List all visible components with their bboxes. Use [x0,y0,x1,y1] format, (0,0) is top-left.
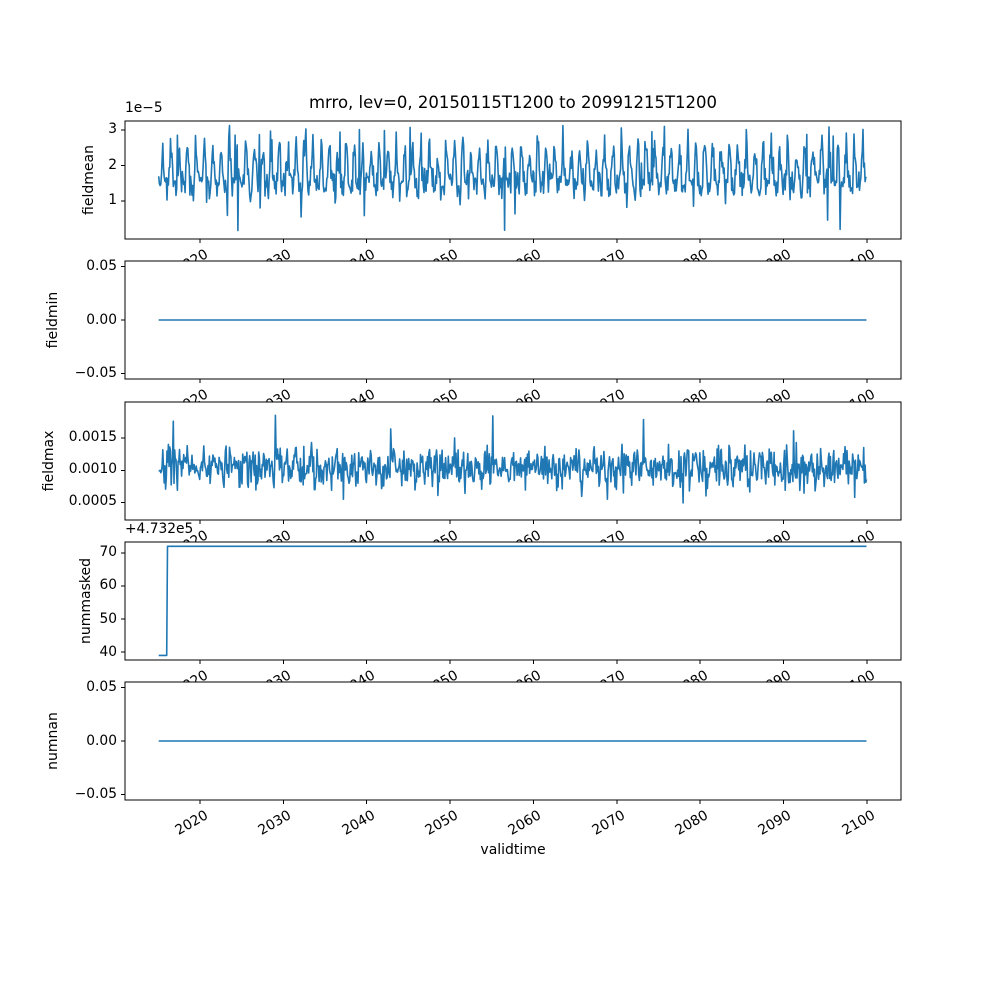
axis-offset-text: +4.732e5 [125,521,194,537]
y-tick-label: 0.00 [86,732,117,749]
y-tick-label: −0.05 [74,365,117,382]
y-tick-label: 1 [108,192,117,209]
x-axis-label: validtime [480,842,546,858]
y-tick-label: 3 [108,121,117,138]
y-tick-label: 0.0010 [68,461,117,478]
plot-area [121,260,902,383]
chart-title: mrro, lev=0, 20150115T1200 to 20991215T1… [308,93,718,112]
y-tick-label: 0.05 [86,678,117,695]
plot-area [121,681,902,804]
axis-offset-text: 1e−5 [125,100,163,116]
plot-area [121,120,902,243]
data-line-nummasked [158,545,867,657]
data-line-fieldmax [158,413,868,504]
y-tick-label: −0.05 [74,786,117,803]
plot-area [121,401,902,524]
y-tick-label: 0.0015 [68,429,117,446]
plot-area [121,541,902,664]
y-tick-label: 70 [99,544,117,561]
y-tick-label: 2 [108,156,117,173]
y-tick-label: 0.00 [86,311,117,328]
y-tick-label: 60 [99,577,117,594]
data-line-fieldmean [157,124,867,232]
y-tick-label: 50 [99,610,117,627]
y-tick-label: 0.0005 [68,493,117,510]
y-tick-label: 40 [99,643,117,660]
y-tick-label: 0.05 [86,257,117,274]
